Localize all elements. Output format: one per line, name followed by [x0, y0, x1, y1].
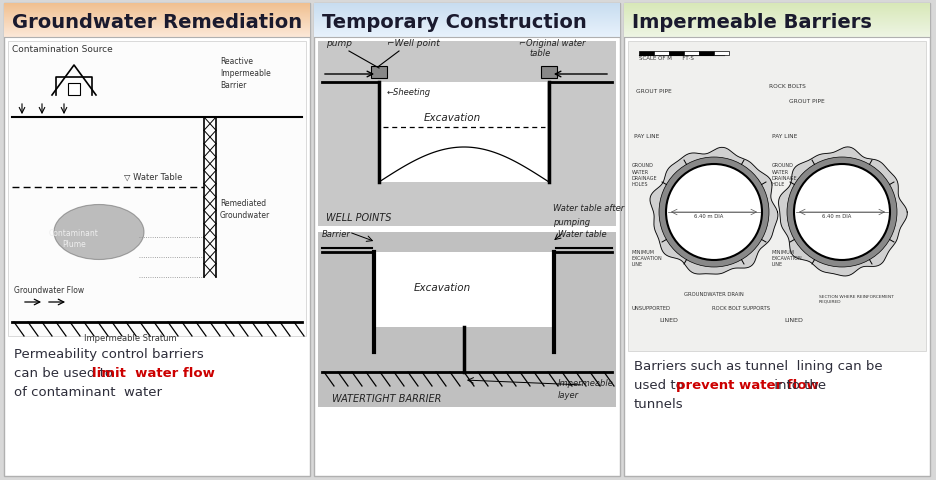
Text: Barriers such as tunnel  lining can be: Barriers such as tunnel lining can be: [634, 359, 882, 372]
Bar: [638, 52, 653, 56]
Circle shape: [786, 157, 896, 267]
Text: can be used to: can be used to: [14, 366, 117, 379]
Text: ▽ Water Table: ▽ Water Table: [124, 173, 183, 181]
Text: Impermeable Barriers: Impermeable Barriers: [631, 12, 870, 31]
Text: Temporary Construction: Temporary Construction: [322, 12, 586, 31]
Text: PAY LINE: PAY LINE: [771, 134, 797, 139]
Polygon shape: [650, 148, 777, 275]
Text: GROUND
WATER
DRAINAGE
HOLES: GROUND WATER DRAINAGE HOLES: [631, 163, 657, 187]
Text: Impermeable Stratum: Impermeable Stratum: [84, 333, 177, 342]
Circle shape: [793, 165, 889, 261]
Text: of contaminant  water: of contaminant water: [14, 385, 162, 398]
Text: tunnels: tunnels: [634, 397, 683, 410]
Text: used to: used to: [634, 378, 687, 391]
Text: ←Sheeting: ←Sheeting: [387, 88, 431, 97]
Text: limit  water flow: limit water flow: [93, 366, 215, 379]
Circle shape: [658, 157, 768, 267]
Bar: [4, 4, 310, 476]
Polygon shape: [778, 147, 906, 276]
Text: SCALE OF M      FT·S: SCALE OF M FT·S: [638, 56, 694, 61]
Text: LINED: LINED: [783, 317, 802, 323]
Text: 6.40 m DIA: 6.40 m DIA: [694, 214, 723, 218]
Text: SECTION WHERE REINFORCEMENT
REQUIRED: SECTION WHERE REINFORCEMENT REQUIRED: [818, 295, 893, 303]
Text: GROUT PIPE: GROUT PIPE: [636, 89, 671, 94]
Text: Excavation: Excavation: [414, 282, 471, 292]
Text: Groundwater Remediation: Groundwater Remediation: [12, 12, 301, 31]
Text: Contaminant
Plume: Contaminant Plume: [49, 228, 99, 249]
Text: pump: pump: [326, 39, 352, 48]
Bar: [314, 4, 620, 476]
Text: GROUNDWATER DRAIN: GROUNDWATER DRAIN: [683, 291, 743, 296]
Bar: [683, 52, 698, 56]
Text: Water table: Water table: [558, 229, 606, 239]
Bar: [540, 67, 556, 79]
Bar: [381, 83, 547, 182]
Text: into the: into the: [769, 378, 826, 391]
Text: GROUND
WATER
DRAINAGE
HOLE: GROUND WATER DRAINAGE HOLE: [771, 163, 797, 187]
Text: LINED: LINED: [658, 317, 677, 323]
Circle shape: [665, 165, 761, 261]
Text: Contamination Source: Contamination Source: [12, 45, 112, 54]
Text: layer: layer: [558, 390, 578, 399]
Bar: [713, 52, 728, 56]
Text: ⌐Original water: ⌐Original water: [519, 39, 585, 48]
Bar: [623, 4, 929, 476]
Ellipse shape: [54, 205, 144, 260]
Bar: [317, 232, 615, 407]
Bar: [371, 67, 387, 79]
Bar: [8, 42, 306, 336]
Bar: [668, 52, 683, 56]
Text: Impermeable: Impermeable: [558, 378, 613, 387]
Bar: [627, 42, 925, 351]
Text: 6.40 m DIA: 6.40 m DIA: [821, 214, 851, 218]
Text: pumping: pumping: [552, 217, 590, 227]
Text: ROCK BOLT SUPPORTS: ROCK BOLT SUPPORTS: [711, 305, 769, 311]
Text: MINIMUM
EXCAVATION
LINE: MINIMUM EXCAVATION LINE: [631, 249, 662, 266]
Bar: [698, 52, 713, 56]
Text: Reactive
Impermeable
Barrier: Reactive Impermeable Barrier: [220, 57, 271, 90]
Text: MINIMUM
EXCAVATION
LINE: MINIMUM EXCAVATION LINE: [771, 249, 802, 266]
Text: Barrier: Barrier: [322, 229, 350, 239]
Text: Permeability control barriers: Permeability control barriers: [14, 347, 203, 360]
Text: UNSUPPORTED: UNSUPPORTED: [631, 305, 670, 311]
Text: WATERTIGHT BARRIER: WATERTIGHT BARRIER: [331, 393, 441, 403]
Bar: [653, 52, 668, 56]
Text: Groundwater Flow: Groundwater Flow: [14, 286, 84, 294]
Bar: [317, 42, 615, 227]
Bar: [375, 252, 551, 327]
Text: GROUT PIPE: GROUT PIPE: [788, 99, 824, 104]
Text: Remediated
Groundwater: Remediated Groundwater: [220, 199, 270, 219]
Text: ⌐Well point: ⌐Well point: [387, 39, 439, 48]
Text: PAY LINE: PAY LINE: [634, 134, 659, 139]
Text: prevent water flow: prevent water flow: [675, 378, 818, 391]
Bar: [68, 84, 80, 96]
Text: table: table: [529, 49, 549, 58]
Text: Water table after: Water table after: [552, 204, 623, 213]
Text: Excavation: Excavation: [424, 113, 481, 123]
Text: WELL POINTS: WELL POINTS: [326, 213, 391, 223]
Text: ROCK BOLTS: ROCK BOLTS: [768, 84, 805, 89]
